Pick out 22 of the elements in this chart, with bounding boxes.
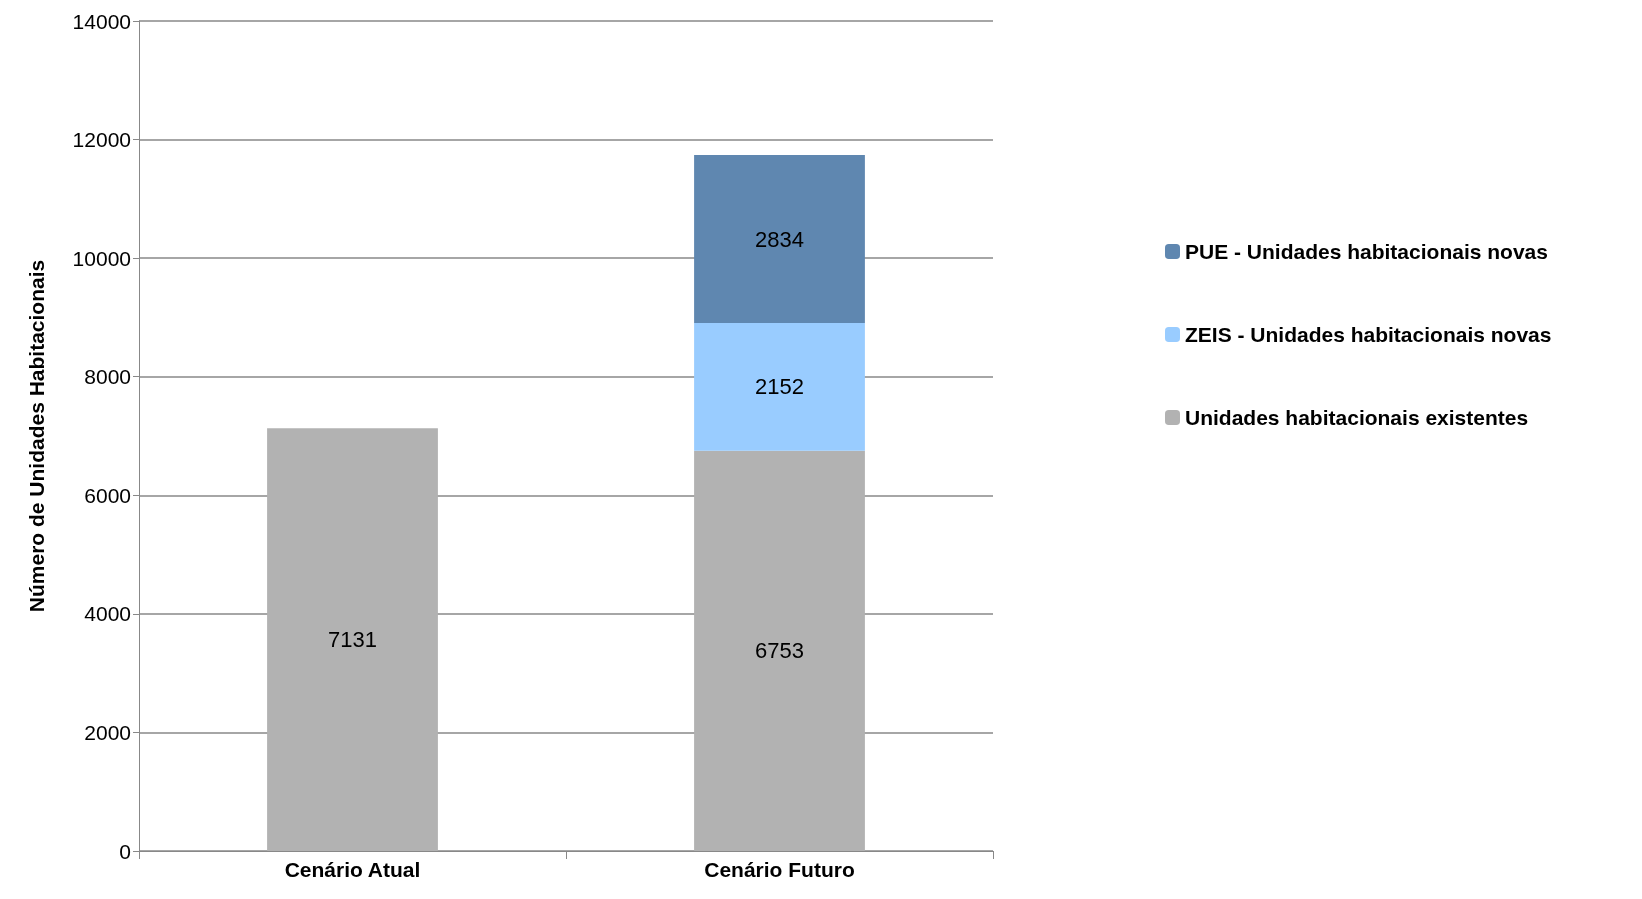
y-tick-label: 14000	[72, 9, 131, 33]
legend-label: Unidades habitacionais existentes	[1185, 406, 1529, 429]
bar	[694, 450, 865, 851]
data-label: 2834	[755, 226, 804, 252]
bar	[694, 323, 865, 451]
y-axis-title: Número de Unidades Habitacionais	[25, 259, 48, 613]
y-tick-label: 6000	[84, 483, 131, 507]
x-tick-label: Cenário Futuro	[704, 858, 855, 881]
y-tick-label: 0	[119, 839, 131, 863]
y-tick-label: 2000	[84, 720, 131, 744]
y-tick-label: 4000	[84, 602, 131, 626]
data-label: 6753	[755, 638, 804, 664]
bar	[267, 428, 438, 851]
data-label: 2152	[755, 374, 804, 400]
bar	[694, 155, 865, 324]
x-tick-label: Cenário Atual	[284, 858, 421, 881]
legend-label: PUE - Unidades habitacionais novas	[1185, 240, 1548, 263]
data-label: 7131	[328, 627, 377, 653]
legend-label: ZEIS - Unidades habitacionais novas	[1185, 323, 1552, 346]
y-tick-label: 8000	[84, 365, 131, 389]
y-tick-label: 10000	[72, 246, 131, 270]
y-tick-label: 12000	[72, 128, 131, 152]
